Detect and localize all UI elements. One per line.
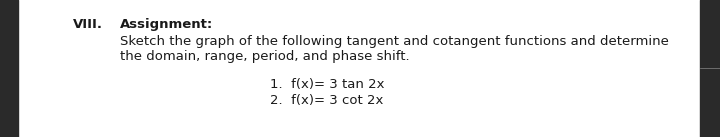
- Text: VIII.: VIII.: [73, 18, 103, 31]
- Text: Assignment:: Assignment:: [120, 18, 213, 31]
- Text: Sketch the graph of the following tangent and cotangent functions and determine: Sketch the graph of the following tangen…: [120, 35, 669, 48]
- Text: the domain, range, period, and phase shift.: the domain, range, period, and phase shi…: [120, 50, 410, 63]
- Text: 1.  f(x)= 3 tan 2x: 1. f(x)= 3 tan 2x: [270, 78, 384, 91]
- Text: 2.  f(x)= 3 cot 2x: 2. f(x)= 3 cot 2x: [270, 94, 383, 107]
